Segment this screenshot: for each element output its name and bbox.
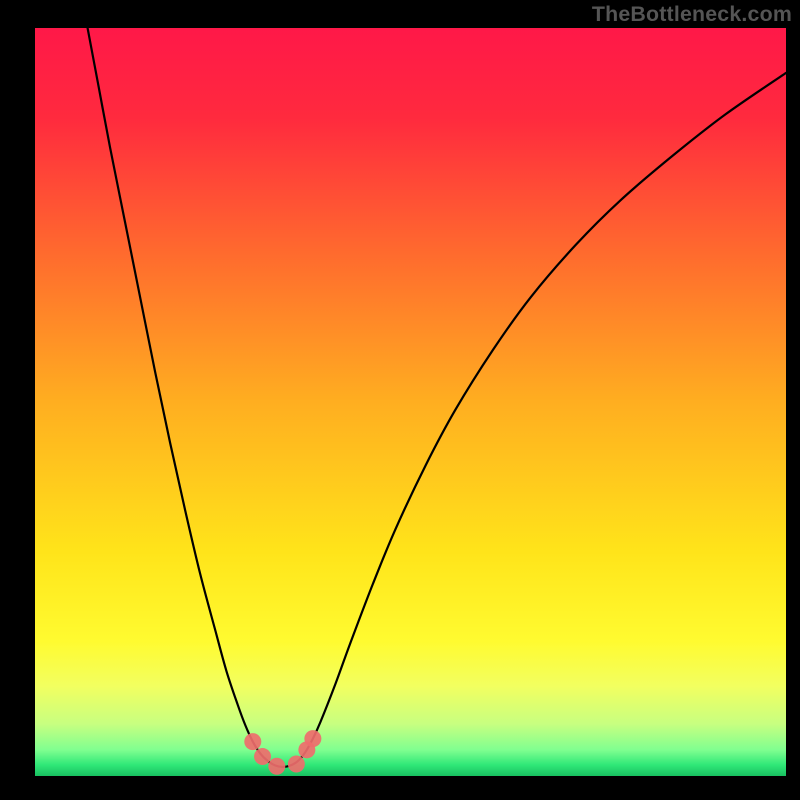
marker-dot xyxy=(268,758,285,775)
chart-container: TheBottleneck.com xyxy=(0,0,800,800)
marker-dot xyxy=(304,730,321,747)
marker-dot xyxy=(288,756,305,773)
marker-dot xyxy=(244,733,261,750)
plot-area xyxy=(35,28,786,776)
bottleneck-curve-chart xyxy=(35,28,786,776)
marker-dot xyxy=(254,748,271,765)
plot-background xyxy=(35,28,786,776)
watermark-text: TheBottleneck.com xyxy=(592,2,792,27)
